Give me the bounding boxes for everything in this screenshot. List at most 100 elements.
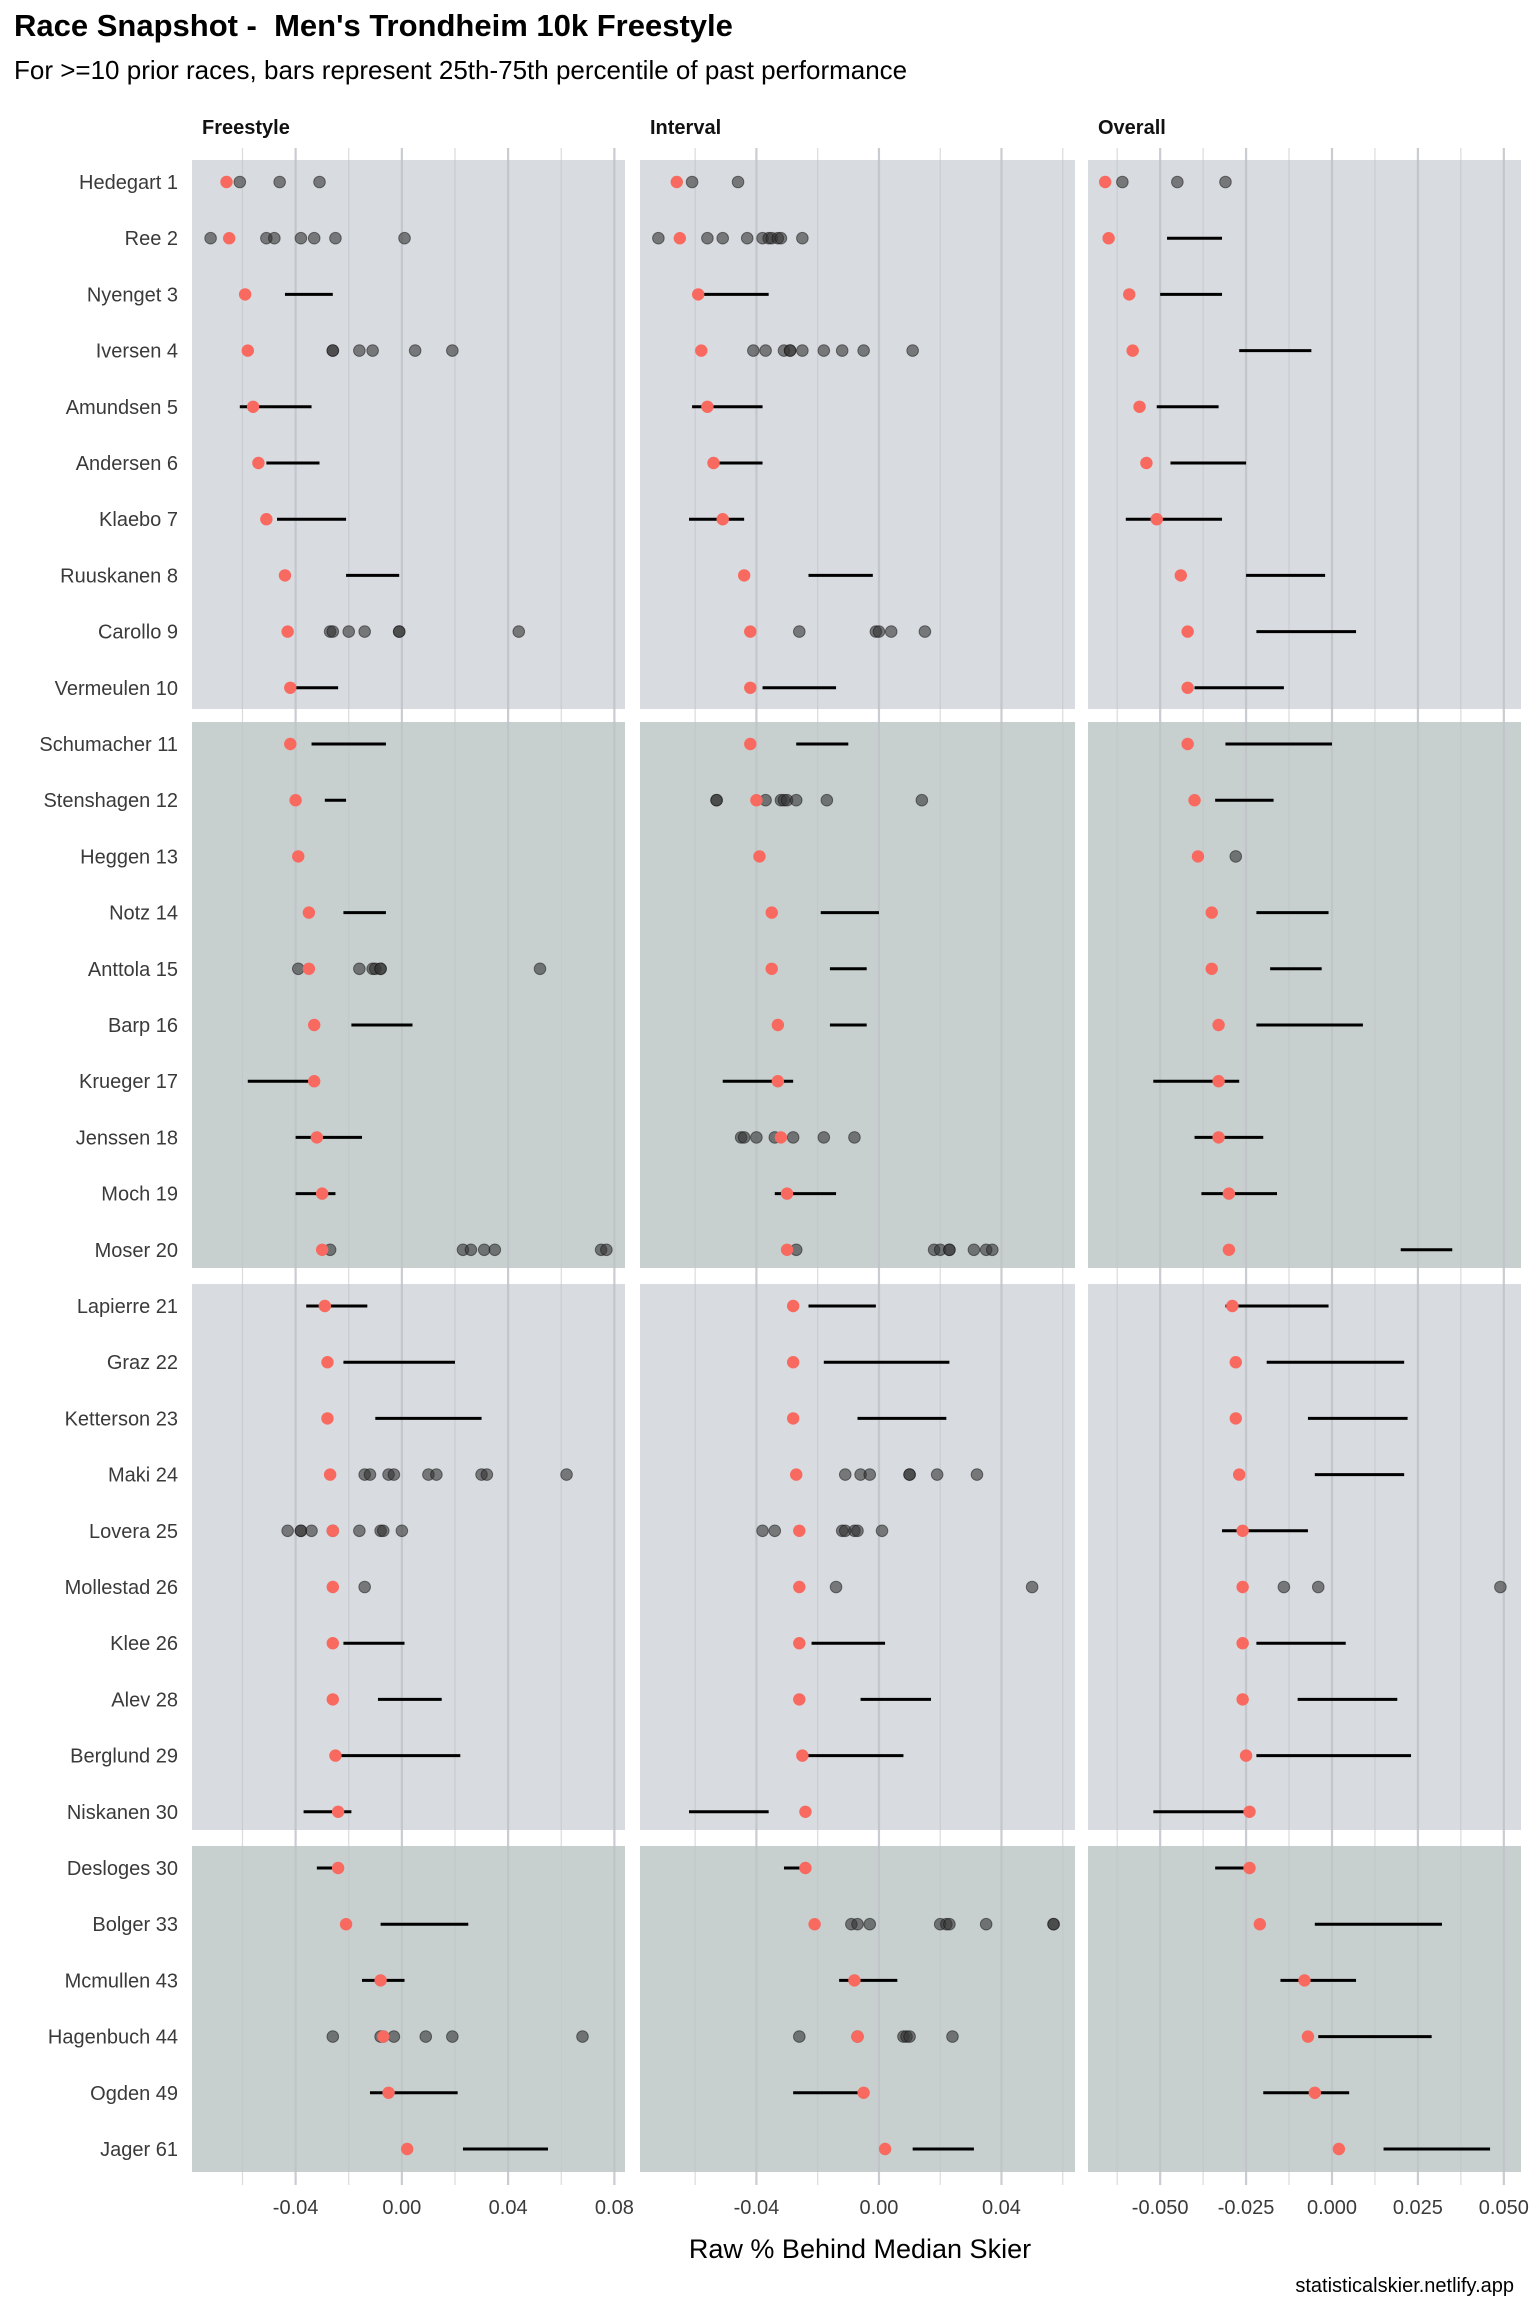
past-result-point bbox=[796, 344, 809, 357]
past-result-point bbox=[353, 1524, 366, 1538]
past-result-point bbox=[419, 2030, 433, 2043]
expected-point bbox=[326, 1693, 339, 1706]
past-result-point bbox=[446, 344, 459, 357]
expected-point bbox=[1212, 1018, 1225, 1032]
expected-point bbox=[1188, 794, 1201, 807]
past-result-point bbox=[294, 231, 308, 245]
expected-point bbox=[1150, 513, 1163, 526]
past-result-point bbox=[353, 344, 366, 357]
expected-point bbox=[796, 1749, 809, 1762]
x-tick-label: 0.000 bbox=[1307, 2197, 1357, 2219]
past-result-point bbox=[576, 2030, 589, 2043]
x-axis-title: Raw % Behind Median Skier bbox=[689, 2234, 1031, 2264]
past-result-point bbox=[756, 1524, 769, 1538]
expected-point bbox=[246, 400, 260, 413]
past-result-point bbox=[1494, 1580, 1507, 1594]
past-result-point bbox=[488, 1243, 502, 1257]
expected-point bbox=[1205, 962, 1218, 975]
expected-point bbox=[878, 2142, 892, 2156]
panel-background bbox=[192, 160, 625, 709]
panel-background bbox=[1088, 722, 1521, 1268]
skier-label: Amundsen 5 bbox=[66, 397, 178, 419]
expected-point bbox=[1253, 1918, 1267, 1931]
skier-label: Klaebo 7 bbox=[99, 509, 178, 531]
chart-title: Race Snapshot - Men's Trondheim 10k Free… bbox=[14, 8, 733, 43]
skier-label: Ketterson 23 bbox=[65, 1408, 178, 1430]
past-result-point bbox=[477, 1243, 491, 1257]
past-result-point bbox=[363, 1468, 377, 1481]
past-result-point bbox=[387, 2030, 401, 2043]
past-result-point bbox=[701, 231, 714, 245]
past-result-point bbox=[786, 1131, 800, 1144]
skier-label: Ruuskanen 8 bbox=[60, 565, 178, 587]
skier-label: Iversen 4 bbox=[96, 341, 178, 363]
expected-point bbox=[857, 2086, 870, 2099]
past-result-point bbox=[560, 1468, 573, 1481]
y-axis-labels: Hedegart 1 Ree 2 Nyenget 3 Iversen 4 Amundse… bbox=[39, 172, 178, 2161]
past-result-point bbox=[817, 1131, 831, 1144]
past-result-point bbox=[342, 625, 356, 638]
past-result-point bbox=[863, 1917, 877, 1931]
skier-label: Klee 26 bbox=[110, 1633, 178, 1655]
expected-point bbox=[793, 1580, 806, 1594]
expected-point bbox=[744, 681, 757, 694]
panel-background bbox=[192, 1284, 625, 1830]
skier-label: Krueger 17 bbox=[79, 1071, 178, 1093]
skier-label: Mcmullen 43 bbox=[65, 1970, 178, 1992]
past-result-point bbox=[291, 962, 305, 976]
expected-point bbox=[1226, 1299, 1239, 1313]
x-tick-label: 0.04 bbox=[489, 2197, 528, 2219]
expected-point bbox=[1301, 2030, 1315, 2043]
skier-label: Lovera 25 bbox=[89, 1521, 178, 1543]
expected-point bbox=[281, 625, 294, 638]
expected-point bbox=[331, 1861, 345, 1875]
skier-label: Jenssen 18 bbox=[76, 1127, 178, 1149]
expected-point bbox=[284, 737, 297, 751]
expected-point bbox=[278, 569, 292, 582]
expected-point bbox=[786, 1356, 800, 1369]
skier-label: Nyenget 3 bbox=[87, 284, 178, 306]
x-tick-label: -0.050 bbox=[1132, 2197, 1189, 2219]
past-result-point bbox=[398, 231, 411, 245]
past-result-point bbox=[740, 231, 754, 245]
past-result-point bbox=[930, 1468, 944, 1481]
past-result-point bbox=[789, 793, 803, 807]
past-result-point bbox=[533, 962, 547, 976]
panel-backgrounds bbox=[192, 160, 1521, 2172]
past-result-point bbox=[268, 231, 281, 245]
past-result-point bbox=[838, 1468, 852, 1481]
past-result-point bbox=[326, 344, 340, 357]
expected-point bbox=[220, 175, 233, 189]
expected-point bbox=[326, 1637, 339, 1650]
panel-background bbox=[640, 722, 1075, 1268]
past-result-point bbox=[783, 344, 797, 357]
past-result-point bbox=[480, 1468, 494, 1481]
past-result-point bbox=[817, 344, 831, 357]
expected-point bbox=[771, 1018, 785, 1032]
expected-point bbox=[692, 288, 705, 301]
past-result-point bbox=[851, 1524, 864, 1538]
expected-point bbox=[1243, 1861, 1256, 1875]
expected-point bbox=[1098, 175, 1112, 189]
past-result-point bbox=[366, 344, 379, 357]
expected-point bbox=[1243, 1805, 1256, 1819]
past-result-point bbox=[820, 793, 834, 807]
source-credit: statisticalskier.netlify.app bbox=[1295, 2275, 1514, 2297]
expected-point bbox=[1233, 1468, 1246, 1481]
past-result-point bbox=[1219, 175, 1232, 189]
expected-point bbox=[695, 344, 708, 357]
past-result-point bbox=[430, 1468, 443, 1481]
expected-point bbox=[222, 232, 236, 245]
expected-point bbox=[799, 1861, 812, 1875]
past-result-point bbox=[716, 231, 730, 245]
skier-label: Carollo 9 bbox=[98, 622, 178, 644]
skier-label: Desloges 30 bbox=[67, 1858, 178, 1880]
expected-point bbox=[326, 1524, 339, 1538]
x-tick-label: 0.08 bbox=[595, 2197, 634, 2219]
expected-point bbox=[1181, 681, 1194, 694]
expected-point bbox=[302, 906, 316, 919]
x-tick-label: -0.04 bbox=[734, 2197, 780, 2219]
expected-point bbox=[786, 1412, 800, 1425]
past-result-point bbox=[796, 231, 809, 245]
past-result-point bbox=[774, 231, 788, 245]
